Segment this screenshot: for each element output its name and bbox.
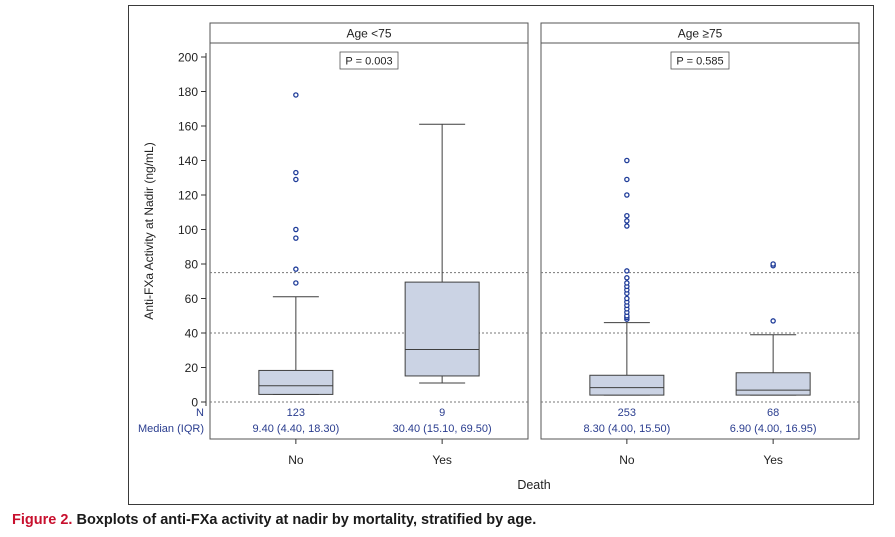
p-value-label: P = 0.003 bbox=[345, 56, 392, 68]
row-label-median: Median (IQR) bbox=[138, 423, 204, 435]
outlier-point bbox=[770, 318, 776, 324]
x-category-label: No bbox=[288, 453, 304, 467]
boxplot-chart: 0 20 40 60 80 100 120 140 160 180 200 Anti-FXa Acti… bbox=[138, 22, 860, 492]
group-n-label: 9 bbox=[439, 407, 445, 419]
p-value-label: P = 0.585 bbox=[676, 56, 723, 68]
row-label-n: N bbox=[196, 407, 204, 419]
group-n-label: 68 bbox=[767, 407, 779, 419]
group-median-iqr-label: 8.30 (4.00, 15.50) bbox=[583, 423, 670, 435]
y-tick-label: 0 bbox=[191, 396, 198, 410]
x-category-label: Yes bbox=[432, 453, 452, 467]
outlier-point bbox=[293, 235, 299, 241]
y-tick-label: 140 bbox=[178, 154, 198, 168]
x-category-label: No bbox=[619, 453, 635, 467]
iqr-box bbox=[735, 372, 811, 396]
p-value-box bbox=[339, 51, 399, 70]
outlier-point bbox=[624, 192, 630, 198]
outlier-point bbox=[293, 92, 299, 98]
outlier-point bbox=[624, 280, 630, 286]
outlier-point bbox=[293, 176, 299, 183]
figure-caption: Figure 2. Boxplots of anti-FXa activity … bbox=[12, 512, 536, 528]
outlier-point bbox=[293, 226, 299, 233]
x-category-label: Yes bbox=[763, 453, 783, 467]
iqr-box bbox=[258, 369, 334, 395]
caption-text: Boxplots of anti-FXa activity at nadir b… bbox=[76, 512, 537, 528]
outlier-point bbox=[624, 275, 630, 281]
outlier-point bbox=[293, 169, 299, 176]
group-n-label: 253 bbox=[618, 407, 636, 419]
panel-border bbox=[209, 22, 529, 440]
y-tick-label: 160 bbox=[178, 120, 198, 134]
y-tick-label: 180 bbox=[178, 85, 198, 99]
outlier-point bbox=[293, 266, 299, 272]
outlier-point bbox=[624, 157, 630, 164]
outlier-point bbox=[624, 212, 630, 219]
caption-label: Figure 2. bbox=[12, 512, 73, 528]
outlier-point bbox=[624, 295, 630, 302]
figure-frame: 0 20 40 60 80 100 120 140 160 180 200 Anti-FXa Acti… bbox=[128, 5, 874, 505]
outlier-point bbox=[624, 176, 630, 183]
group-median-iqr-label: 30.40 (15.10, 69.50) bbox=[393, 423, 492, 435]
outlier-point bbox=[624, 223, 630, 229]
y-tick-label: 60 bbox=[185, 292, 199, 306]
y-tick-label: 20 bbox=[185, 361, 199, 375]
y-axis-title: Anti-FXa Activity at Nadir (ng/mL) bbox=[142, 142, 156, 319]
iqr-box bbox=[404, 281, 480, 377]
y-tick-label: 40 bbox=[185, 327, 199, 341]
panel-title: Age <75 bbox=[346, 27, 391, 41]
panel-header bbox=[540, 22, 860, 44]
y-tick-label: 120 bbox=[178, 189, 198, 203]
y-tick-label: 200 bbox=[178, 51, 198, 65]
outlier-point bbox=[770, 261, 776, 267]
group-median-iqr-label: 9.40 (4.40, 18.30) bbox=[252, 423, 339, 435]
y-tick-label: 80 bbox=[185, 258, 199, 272]
panel-header bbox=[209, 22, 529, 44]
iqr-box bbox=[589, 374, 665, 396]
group-n-label: 123 bbox=[287, 407, 305, 419]
panel-title: Age ≥75 bbox=[678, 27, 723, 41]
x-axis-title: Death bbox=[517, 478, 550, 492]
outlier-point bbox=[624, 218, 630, 224]
panel-border bbox=[540, 22, 860, 440]
p-value-box bbox=[670, 51, 730, 70]
group-median-iqr-label: 6.90 (4.00, 16.95) bbox=[730, 423, 817, 435]
y-tick-label: 100 bbox=[178, 223, 198, 237]
outlier-point bbox=[293, 280, 299, 286]
outlier-point bbox=[624, 268, 630, 274]
